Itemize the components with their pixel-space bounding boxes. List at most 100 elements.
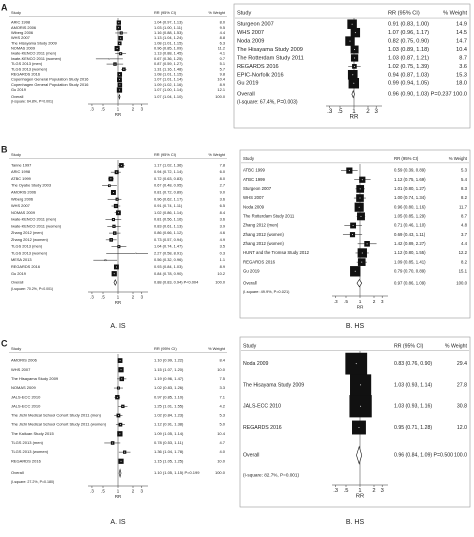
weight-label: 8.0 xyxy=(220,176,226,181)
study-label: WHS 2007 xyxy=(11,203,30,208)
study-label: Tanne 1997 xyxy=(11,162,31,167)
ci-label: 0.96 (0.85, 1.09) xyxy=(154,46,183,51)
weight-label: 4.9 xyxy=(220,237,225,242)
point-dot xyxy=(120,37,122,39)
point-dot xyxy=(353,82,355,84)
x-tick-label: .3 xyxy=(90,107,94,112)
panel-border xyxy=(233,3,471,129)
weight-label: 4.0 xyxy=(219,449,225,454)
ci-label: 1.19 (0.96, 1.47) xyxy=(154,376,184,381)
ci-label: 1.02 (0.86, 1.14) xyxy=(154,210,183,215)
panel-border xyxy=(239,149,471,319)
weight-label: 7.8 xyxy=(220,162,225,167)
weight-label: 12.0 xyxy=(457,425,467,431)
x-tick-label: .5 xyxy=(101,295,105,300)
x-tick-label: 1 xyxy=(352,108,356,115)
point-dot xyxy=(354,49,356,51)
point-dot xyxy=(359,197,361,199)
study-label: TLGS 2013 (men) xyxy=(11,440,44,445)
study-label: Sturgeon 2007 xyxy=(243,186,272,191)
study-label: REGARDS 2016 xyxy=(243,425,282,431)
plot-area xyxy=(104,354,131,486)
header-study: Study xyxy=(237,10,252,16)
weight-label: 12.1 xyxy=(217,87,225,92)
weight-label: 9.5 xyxy=(220,25,225,30)
ci-label: 1.08 (1.01, 1.15) xyxy=(154,40,183,45)
panel-letter: C xyxy=(1,338,8,348)
ci-label: 0.87 (0.59, 1.27) xyxy=(154,61,183,66)
ci-label: 0.97 (0.86, 1.09) xyxy=(394,280,426,285)
x-tick-label: 2 xyxy=(372,488,375,494)
study-label: Overall xyxy=(11,94,23,99)
ci-label: 0.67 (0.36, 1.25) xyxy=(154,56,183,61)
ci-label: 1.02 (0.84, 1.23) xyxy=(154,413,184,418)
panel-border xyxy=(239,336,471,508)
forest-panel: Study RR (95% CI) % Weight ATBC 1999 0.59 (0… xyxy=(239,149,471,330)
ci-label: 0.94 (0.87, 1.03) xyxy=(388,72,429,78)
header-ci: RR (95% CI) xyxy=(394,156,419,161)
point-dot xyxy=(115,205,117,207)
x-tick-label: .5 xyxy=(101,489,105,494)
point-dot xyxy=(113,225,115,227)
point-dot xyxy=(352,225,354,227)
study-label: AMORIS 2006 xyxy=(11,190,36,195)
point-dot xyxy=(360,405,362,407)
study-label: ATBC 1999 xyxy=(11,176,31,181)
point-dot xyxy=(123,68,125,70)
heterogeneity: (I-square: 27.2%, P=0.180) xyxy=(11,480,54,484)
study-label: The Jichi Medical School Cohort Study 20… xyxy=(11,422,107,427)
weight-label: 8.7 xyxy=(459,55,467,61)
weight-label: 4.4 xyxy=(461,241,468,246)
weight-label: 30.8 xyxy=(457,404,467,410)
ci-label: 1.31 (1.16, 1.48) xyxy=(154,66,183,71)
ci-label: 0.86 (0.66, 1.12) xyxy=(154,230,183,235)
point-dot xyxy=(119,84,121,86)
x-axis-label: RR xyxy=(115,112,121,117)
point-dot xyxy=(114,232,116,234)
point-dot xyxy=(112,442,114,444)
point-dot xyxy=(360,384,362,386)
x-tick-label: 2 xyxy=(366,108,370,115)
weight-label: 100.0 xyxy=(456,280,467,285)
study-label: The Kailuan Study 2015 xyxy=(11,431,54,436)
x-tick-label: .3 xyxy=(334,299,338,305)
weight-label: 4.2 xyxy=(219,403,225,408)
study-label: Wiberg 2006 xyxy=(11,30,33,35)
weight-label: 11.7 xyxy=(459,204,468,209)
point-dot xyxy=(118,22,120,24)
study-label: Iwate-KENCO 2011 (women) xyxy=(11,223,62,228)
x-tick-label: 1 xyxy=(117,107,120,112)
weight-label: 5.0 xyxy=(219,422,225,427)
study-label: Sturgeon 2007 xyxy=(237,22,274,28)
point-dot xyxy=(351,23,353,25)
study-label: Iwate-KENCO 2011 (men) xyxy=(11,51,57,56)
ci-label: 1.17 (1.02, 1.36) xyxy=(154,162,183,167)
study-label: JALS-ECC 2010 xyxy=(11,394,41,399)
point-dot xyxy=(358,206,360,208)
ci-label: 0.83 (0.76, 0.90) xyxy=(394,361,432,367)
weight-label: 14.9 xyxy=(456,22,467,28)
ci-label: 0.96 (0.90, 1.03) P=0.237 xyxy=(388,92,452,98)
ci-label: 1.04 (0.74, 1.47) xyxy=(154,244,183,249)
header-ci: RR (95% CI) xyxy=(154,346,177,351)
heterogeneity: (I-square: 70.2%, P<0.001) xyxy=(11,287,53,291)
study-label: WHS 2007 xyxy=(243,195,264,200)
overall-diamond xyxy=(356,445,363,465)
ci-label: 1.07 (1.01, 1.14) xyxy=(154,77,183,82)
study-label: REGARDS 2016 xyxy=(11,71,40,76)
ci-label: 1.07 (0.96, 1.17) xyxy=(388,30,429,36)
study-label: The Hisayama Study 2009 xyxy=(243,382,304,388)
weight-label: 3.3 xyxy=(219,385,225,390)
study-label: REGARDS 2016 xyxy=(11,264,40,269)
point-dot xyxy=(112,219,114,221)
ci-label: 0.72 (0.63, 0.83) xyxy=(154,176,183,181)
study-label: The Jichi Medical School Cohort Study 20… xyxy=(11,413,102,418)
weight-label: 8.9 xyxy=(220,82,225,87)
x-tick-label: 3 xyxy=(381,488,384,494)
point-dot xyxy=(120,369,122,371)
study-label: The Hisayama Study 2009 xyxy=(11,376,59,381)
weight-label: 0.7 xyxy=(220,56,225,61)
ci-label: 0.93 (0.84, 1.03) xyxy=(154,264,183,269)
weight-label: 100.0 xyxy=(453,92,467,98)
